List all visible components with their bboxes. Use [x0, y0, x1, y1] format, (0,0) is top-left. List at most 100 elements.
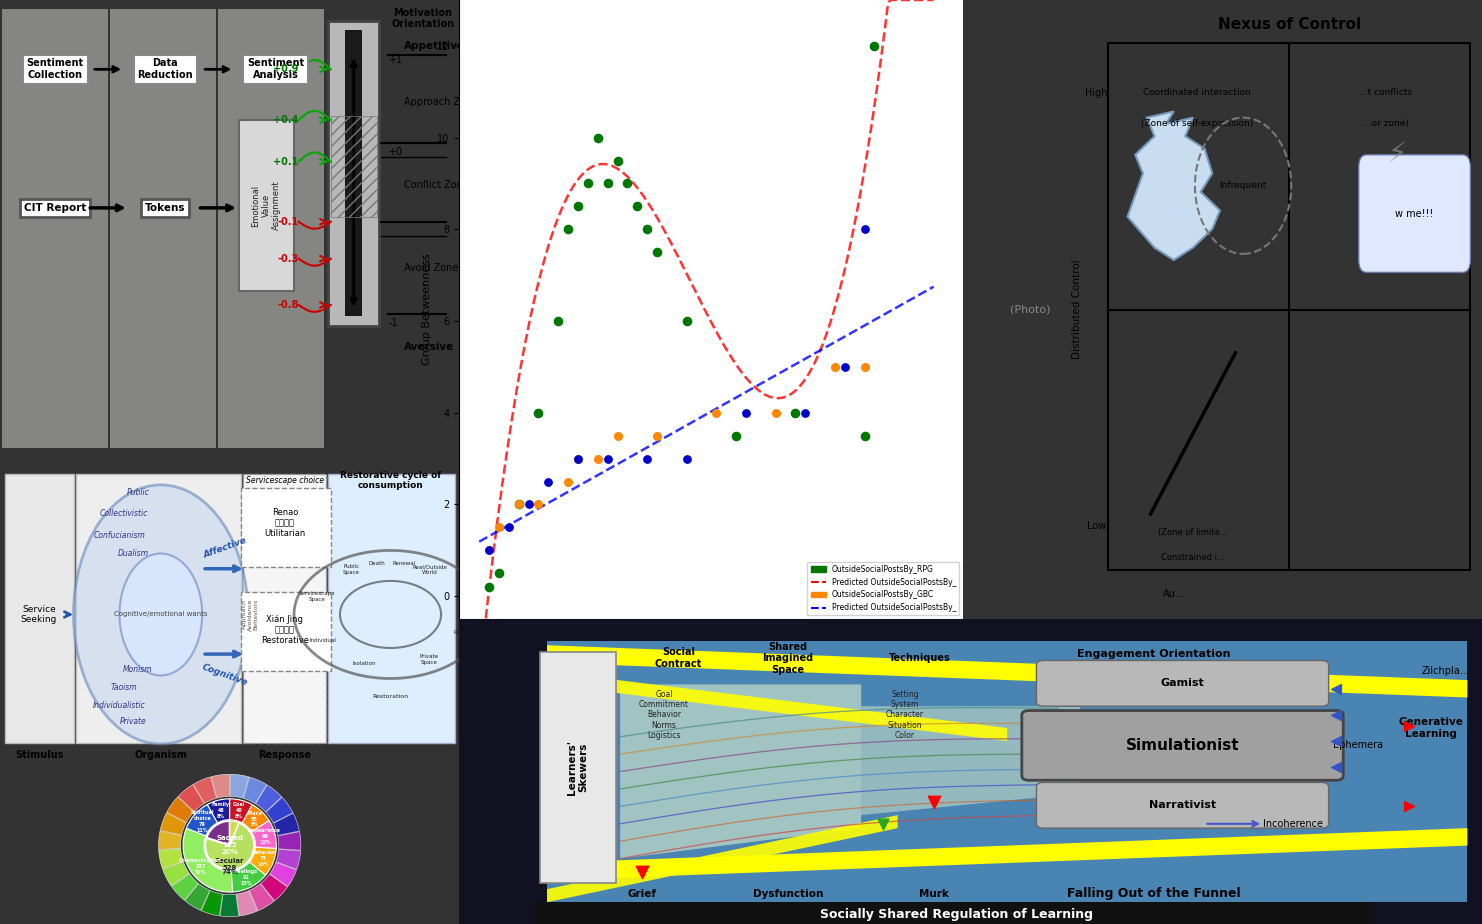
- Point: [556, 222, 579, 237]
- Point: [630, 864, 654, 879]
- Text: +0.9: +0.9: [273, 65, 299, 74]
- Text: Motivation
Orientation: Motivation Orientation: [391, 7, 453, 30]
- Point: [871, 817, 895, 832]
- Wedge shape: [187, 805, 218, 836]
- Point: [585, 451, 609, 466]
- Wedge shape: [230, 821, 239, 845]
- Point: [536, 474, 560, 489]
- Wedge shape: [243, 777, 267, 804]
- FancyBboxPatch shape: [1021, 711, 1343, 780]
- Text: Sacred: Sacred: [216, 835, 243, 841]
- Text: +0.4: +0.4: [273, 116, 299, 125]
- Text: Gamist: Gamist: [1160, 678, 1205, 688]
- Text: Individual: Individual: [310, 638, 336, 643]
- Text: +1: +1: [388, 55, 402, 65]
- Point: [645, 245, 668, 260]
- FancyBboxPatch shape: [218, 9, 325, 448]
- Point: [526, 406, 550, 420]
- Text: Real/Outside
World: Real/Outside World: [412, 565, 448, 575]
- Wedge shape: [207, 799, 230, 823]
- Text: Collectivistic: Collectivistic: [99, 509, 148, 518]
- Text: Goal
40
8%: Goal 40 8%: [233, 802, 245, 819]
- Text: -1: -1: [388, 319, 397, 328]
- Point: [496, 520, 520, 535]
- Wedge shape: [274, 813, 299, 835]
- Text: Low: Low: [1088, 521, 1106, 531]
- FancyBboxPatch shape: [242, 488, 330, 567]
- Point: [547, 313, 571, 328]
- Text: Place
55
8%: Place 55 8%: [247, 810, 262, 827]
- Point: [1323, 681, 1347, 696]
- Point: [625, 199, 649, 213]
- Point: [763, 406, 787, 420]
- Text: (Photo): (Photo): [1009, 305, 1051, 314]
- Text: Conflict Zone: Conflict Zone: [405, 180, 470, 189]
- Text: Organism: Organism: [135, 749, 187, 760]
- Text: Death: Death: [369, 561, 385, 565]
- Text: Sentiment
Collection: Sentiment Collection: [27, 58, 83, 80]
- Text: Restorative cycle of
consumption: Restorative cycle of consumption: [339, 470, 442, 490]
- Text: -0.1: -0.1: [277, 217, 299, 226]
- Wedge shape: [231, 862, 265, 892]
- Wedge shape: [159, 831, 182, 850]
- Text: Infrequent: Infrequent: [1220, 181, 1267, 190]
- FancyBboxPatch shape: [76, 474, 242, 743]
- Point: [507, 497, 531, 512]
- Text: Techniques: Techniques: [889, 653, 950, 663]
- Text: Cognitive/emotional wants: Cognitive/emotional wants: [114, 612, 207, 617]
- Text: Isolation: Isolation: [353, 661, 375, 665]
- Text: Sentiment
Analysis: Sentiment Analysis: [247, 58, 304, 80]
- Point: [636, 451, 659, 466]
- Wedge shape: [163, 862, 190, 886]
- Wedge shape: [167, 796, 194, 822]
- FancyBboxPatch shape: [1359, 154, 1470, 273]
- FancyBboxPatch shape: [243, 474, 326, 743]
- Point: [793, 406, 817, 420]
- Text: Incoherence: Incoherence: [1263, 819, 1323, 829]
- FancyBboxPatch shape: [3, 9, 108, 448]
- FancyBboxPatch shape: [4, 474, 74, 743]
- Text: Response: Response: [258, 749, 311, 760]
- Polygon shape: [547, 815, 898, 902]
- Wedge shape: [159, 849, 184, 869]
- Text: Engagement Orientation: Engagement Orientation: [1076, 649, 1230, 659]
- Text: Aversive: Aversive: [405, 342, 455, 351]
- Text: Ephemera: Ephemera: [1332, 740, 1383, 750]
- Polygon shape: [547, 828, 1467, 881]
- Text: Grief: Grief: [627, 889, 657, 898]
- Text: w me!!!: w me!!!: [1396, 209, 1433, 219]
- Wedge shape: [242, 805, 270, 832]
- FancyBboxPatch shape: [329, 474, 455, 743]
- FancyBboxPatch shape: [1036, 661, 1328, 706]
- Point: [1398, 719, 1421, 734]
- Polygon shape: [547, 641, 1467, 902]
- Point: [1323, 708, 1347, 723]
- Text: Private
Space: Private Space: [419, 654, 439, 664]
- Text: Renao
（熱鬧）
Utilitarian: Renao （熱鬧） Utilitarian: [264, 508, 305, 538]
- Point: [488, 520, 511, 535]
- Text: Emotional
Value
Assignment: Emotional Value Assignment: [252, 181, 282, 230]
- Point: [636, 222, 659, 237]
- Point: [556, 474, 579, 489]
- Point: [615, 176, 639, 191]
- Point: [566, 451, 590, 466]
- Text: Learners'
Skewers: Learners' Skewers: [568, 740, 588, 795]
- Wedge shape: [178, 784, 205, 811]
- FancyBboxPatch shape: [242, 591, 330, 671]
- Wedge shape: [277, 832, 301, 850]
- Text: Servicescape choice: Servicescape choice: [246, 476, 325, 485]
- Point: [1398, 799, 1421, 814]
- Text: Dysfunction: Dysfunction: [753, 889, 824, 898]
- Text: Data
Reduction: Data Reduction: [138, 58, 193, 80]
- Text: (Zone of self-expression): (Zone of self-expression): [1141, 119, 1252, 128]
- Text: Distributed Control: Distributed Control: [1073, 260, 1082, 359]
- Text: Au...: Au...: [1163, 590, 1184, 600]
- Text: ...t conflicts: ...t conflicts: [1359, 89, 1412, 97]
- Point: [477, 543, 501, 558]
- Text: ⚡: ⚡: [1387, 140, 1406, 169]
- Text: -0.3: -0.3: [277, 254, 299, 263]
- Point: [852, 222, 876, 237]
- Text: Generative
Learning: Generative Learning: [1399, 717, 1463, 739]
- FancyBboxPatch shape: [1036, 783, 1328, 828]
- Wedge shape: [185, 883, 210, 910]
